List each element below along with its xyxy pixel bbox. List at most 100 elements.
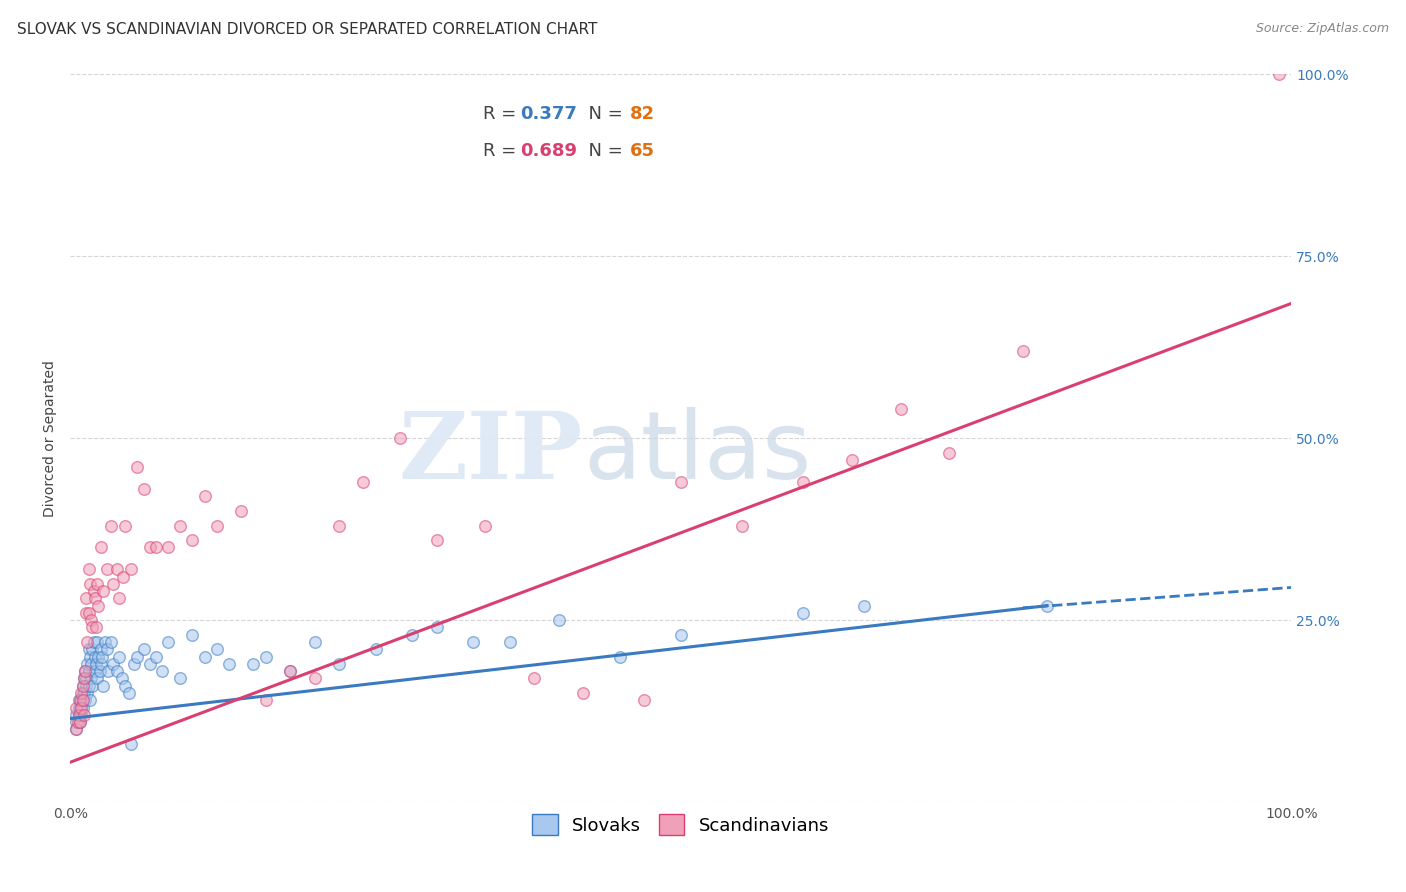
Point <box>76 635 98 649</box>
Point <box>67 707 90 722</box>
Point <box>67 700 90 714</box>
Point <box>72 700 94 714</box>
Point <box>841 453 863 467</box>
Text: 0.689: 0.689 <box>520 142 576 160</box>
Point <box>77 679 100 693</box>
Point <box>388 431 411 445</box>
Point <box>90 541 112 555</box>
Point <box>73 672 96 686</box>
Point <box>84 620 107 634</box>
Text: N =: N = <box>576 104 628 122</box>
Point <box>218 657 240 671</box>
Point <box>69 715 91 730</box>
Point <box>474 518 496 533</box>
Point <box>89 664 111 678</box>
Point <box>90 642 112 657</box>
Point <box>72 693 94 707</box>
Point <box>70 700 93 714</box>
Text: Source: ZipAtlas.com: Source: ZipAtlas.com <box>1256 22 1389 36</box>
Point <box>82 642 104 657</box>
Point <box>254 693 277 707</box>
Point <box>120 737 142 751</box>
Point <box>67 707 90 722</box>
Point <box>364 642 387 657</box>
Point <box>181 628 204 642</box>
Point <box>65 723 87 737</box>
Point <box>73 707 96 722</box>
Point <box>91 584 114 599</box>
Point <box>169 672 191 686</box>
Point <box>205 642 228 657</box>
Point <box>127 460 149 475</box>
Text: 0.377: 0.377 <box>520 104 576 122</box>
Point <box>101 657 124 671</box>
Point <box>105 664 128 678</box>
Point <box>69 693 91 707</box>
Point <box>669 475 692 489</box>
Point <box>108 591 131 606</box>
Point <box>82 679 104 693</box>
Point <box>138 541 160 555</box>
Point <box>87 649 110 664</box>
Point <box>93 635 115 649</box>
Point <box>731 518 754 533</box>
Point <box>73 693 96 707</box>
Point <box>938 446 960 460</box>
Point <box>426 620 449 634</box>
Point <box>328 518 350 533</box>
Point <box>65 700 87 714</box>
Point <box>145 649 167 664</box>
Point <box>278 664 301 678</box>
Point <box>73 672 96 686</box>
Y-axis label: Divorced or Separated: Divorced or Separated <box>44 359 58 516</box>
Point <box>426 533 449 547</box>
Point <box>852 599 875 613</box>
Point <box>156 541 179 555</box>
Point <box>72 693 94 707</box>
Point <box>76 686 98 700</box>
Point <box>76 657 98 671</box>
Point <box>67 693 90 707</box>
Point <box>84 657 107 671</box>
Point <box>80 613 103 627</box>
Point <box>278 664 301 678</box>
Point <box>792 475 814 489</box>
Point <box>77 664 100 678</box>
Point <box>523 672 546 686</box>
Point <box>150 664 173 678</box>
Point <box>77 642 100 657</box>
Legend: Slovaks, Scandinavians: Slovaks, Scandinavians <box>523 805 838 844</box>
Point <box>86 672 108 686</box>
Point <box>463 635 485 649</box>
Point <box>205 518 228 533</box>
Point <box>75 591 97 606</box>
Point <box>70 707 93 722</box>
Point <box>1036 599 1059 613</box>
Point <box>83 664 105 678</box>
Point <box>83 635 105 649</box>
Point <box>73 686 96 700</box>
Point <box>82 620 104 634</box>
Point <box>547 613 569 627</box>
Point <box>96 642 118 657</box>
Point <box>79 576 101 591</box>
Point <box>194 490 217 504</box>
Point <box>65 723 87 737</box>
Point <box>79 649 101 664</box>
Point <box>75 679 97 693</box>
Point <box>90 657 112 671</box>
Text: SLOVAK VS SCANDINAVIAN DIVORCED OR SEPARATED CORRELATION CHART: SLOVAK VS SCANDINAVIAN DIVORCED OR SEPAR… <box>17 22 598 37</box>
Point <box>69 715 91 730</box>
Point <box>181 533 204 547</box>
Point <box>169 518 191 533</box>
Text: N =: N = <box>576 142 628 160</box>
Point <box>304 672 326 686</box>
Point <box>69 700 91 714</box>
Point <box>80 657 103 671</box>
Point <box>72 679 94 693</box>
Point <box>77 606 100 620</box>
Text: R =: R = <box>484 142 522 160</box>
Point <box>792 606 814 620</box>
Point <box>132 482 155 496</box>
Point <box>352 475 374 489</box>
